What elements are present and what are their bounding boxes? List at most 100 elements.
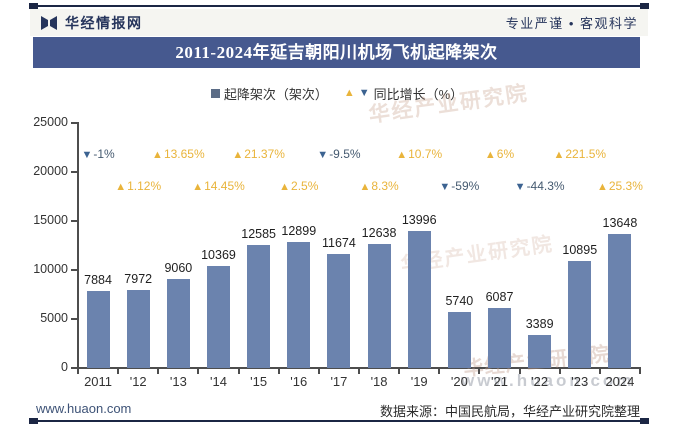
growth-annotation: ▲21.37% <box>216 147 302 161</box>
up-triangle-icon: ▲ <box>396 149 408 161</box>
x-axis-tick <box>117 369 120 374</box>
x-axis-tick <box>438 369 441 374</box>
x-axis-tick <box>598 369 601 374</box>
bar-value-label: 10895 <box>562 243 598 257</box>
growth-annotation: ▼-59% <box>416 179 502 193</box>
x-axis-label: '12 <box>129 374 147 389</box>
growth-value: 25.3% <box>608 179 643 193</box>
x-axis-tick <box>277 369 280 374</box>
footer-site-link[interactable]: www.huaon.com <box>36 401 132 416</box>
growth-annotation: ▲10.7% <box>376 147 462 161</box>
growth-annotation: ▼-9.5% <box>296 147 382 161</box>
y-axis-label: 10000 <box>33 262 68 276</box>
up-triangle-icon: ▲ <box>343 87 355 99</box>
bar <box>207 266 230 368</box>
growth-value: 8.3% <box>371 179 399 193</box>
legend-growth-label: 同比增长（%） <box>373 87 464 102</box>
bottom-divider <box>29 418 649 424</box>
down-triangle-icon: ▼ <box>81 149 93 161</box>
bar-value-label: 9060 <box>164 261 193 275</box>
legend-item-bars: 起降架次（架次） <box>210 84 328 103</box>
x-axis-tick <box>558 369 561 374</box>
bar <box>568 261 592 368</box>
growth-value: 13.65% <box>163 147 205 161</box>
bar-value-label: 6087 <box>485 290 514 304</box>
bar <box>327 254 351 368</box>
growth-annotation: ▲8.3% <box>336 179 422 193</box>
bar-value-label: 5740 <box>445 294 474 308</box>
y-axis-tick <box>71 367 77 369</box>
x-axis-label: 2024 <box>605 374 635 389</box>
bar <box>287 242 311 368</box>
x-axis-label: 2011 <box>84 374 113 389</box>
x-axis-tick <box>639 369 641 374</box>
down-triangle-icon: ▼ <box>317 149 329 161</box>
x-axis-label: '13 <box>169 374 187 389</box>
bar-swatch-icon <box>210 89 220 98</box>
x-axis-label: '15 <box>250 374 268 389</box>
x-axis-label: '22 <box>531 374 549 389</box>
up-triangle-icon: ▲ <box>115 181 127 193</box>
legend: 起降架次（架次） ▲ ▼ 同比增长（%） <box>0 84 674 103</box>
growth-value: 10.7% <box>408 147 443 161</box>
bar-value-label: 11674 <box>322 236 356 250</box>
down-triangle-icon: ▼ <box>439 181 451 193</box>
growth-value: 14.45% <box>204 179 245 193</box>
bar <box>608 234 632 368</box>
bar-value-label: 7972 <box>124 272 153 286</box>
growth-value: 221.5% <box>565 147 607 161</box>
y-axis-label: 20000 <box>33 164 68 178</box>
bar-value-label: 13996 <box>401 213 437 227</box>
y-axis-tick <box>71 220 77 222</box>
legend-bars-label: 起降架次（架次） <box>223 87 328 102</box>
x-axis-tick <box>157 369 160 374</box>
up-triangle-icon: ▲ <box>359 181 371 193</box>
bar <box>367 244 391 368</box>
growth-annotation: ▲6% <box>457 147 543 161</box>
x-axis-label: '17 <box>330 374 348 389</box>
bar-value-label: 12899 <box>281 224 317 238</box>
bar-value-label: 10369 <box>201 248 236 262</box>
growth-annotation: ▲2.5% <box>256 179 342 193</box>
growth-annotation: ▲14.45% <box>176 179 262 193</box>
x-axis-tick <box>358 369 360 374</box>
legend-item-growth: ▲ ▼ 同比增长（%） <box>344 84 463 103</box>
x-axis-label: '16 <box>290 374 308 389</box>
brand: 华经情报网 <box>40 13 143 33</box>
bar-value-label: 7884 <box>84 273 112 287</box>
x-axis-label: '14 <box>210 374 227 389</box>
bar <box>247 245 271 368</box>
header-slogan: 专业严谨 • 客观科学 <box>505 16 638 31</box>
x-axis-line <box>77 367 641 369</box>
x-axis-label: '20 <box>450 374 468 389</box>
x-axis-label: '18 <box>370 374 388 389</box>
chart-title: 2011-2024年延吉朝阳川机场飞机起降架次 <box>33 37 640 68</box>
up-triangle-icon: ▲ <box>152 149 163 161</box>
y-axis-label: 0 <box>61 360 68 374</box>
x-axis-label: '21 <box>491 374 508 389</box>
top-divider <box>29 3 649 9</box>
x-axis-label: '23 <box>571 374 589 389</box>
y-axis-tick <box>71 269 77 271</box>
bar <box>166 279 190 368</box>
x-axis-tick <box>317 369 320 374</box>
growth-value: -59% <box>451 179 480 193</box>
bar <box>447 312 471 368</box>
brand-name: 华经情报网 <box>65 14 143 31</box>
bar <box>488 308 511 368</box>
growth-annotation: ▲1.12% <box>95 179 181 193</box>
bar-value-label: 12638 <box>361 226 397 240</box>
x-axis-tick <box>518 369 521 374</box>
growth-annotation: ▲25.3% <box>577 179 663 193</box>
y-axis-label: 25000 <box>33 115 68 129</box>
bar <box>86 291 110 368</box>
bar <box>126 290 150 368</box>
y-axis-label: 15000 <box>33 213 68 227</box>
footer-source: 数据来源：中国民航局，华经产业研究院整理 <box>379 404 640 419</box>
bar-value-label: 12585 <box>241 227 277 241</box>
growth-value: 1.12% <box>127 179 162 193</box>
x-axis-tick <box>398 369 401 374</box>
growth-annotation: ▼-1% <box>55 147 141 161</box>
